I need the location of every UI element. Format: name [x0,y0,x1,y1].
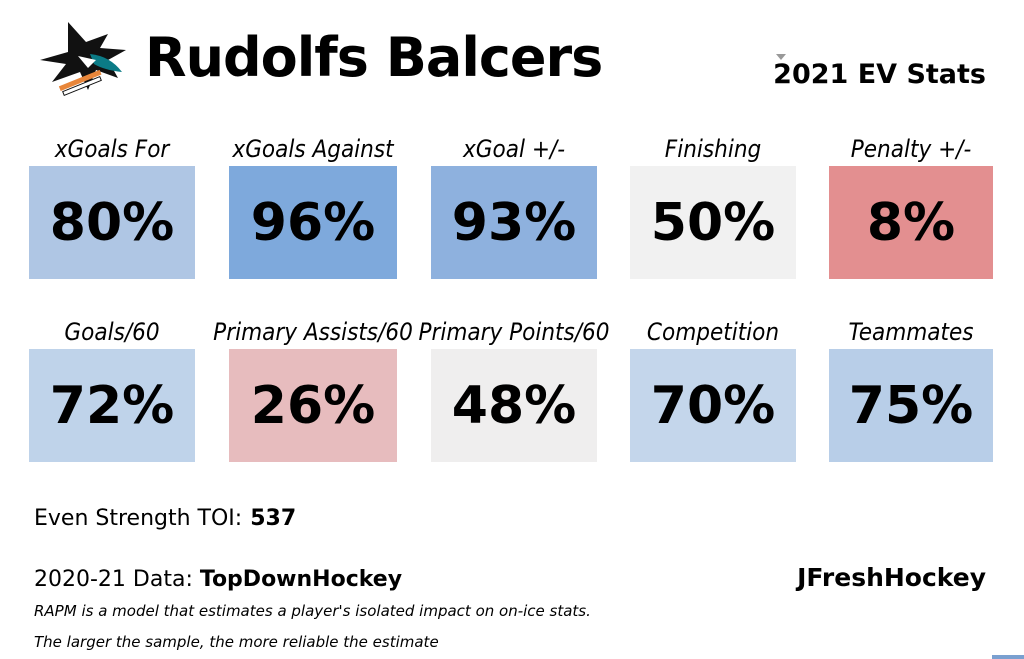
stat-tile: xGoals For 80% [12,132,212,279]
data-source: TopDownHockey [199,567,403,592]
stat-value: 96% [229,166,397,279]
toi-label: Even Strength TOI: [34,506,243,531]
sample-note: The larger the sample, the more reliable… [34,633,439,651]
toi-line: Even Strength TOI: 537 [34,506,296,531]
stat-label: Goals/60 [64,318,160,346]
stat-tile: Competition 70% [613,315,813,462]
stat-value: 93% [431,166,597,279]
dropdown-arrow-icon[interactable] [776,54,786,60]
data-source-line: 2020-21 Data: TopDownHockey [34,567,402,592]
stat-label: xGoal +/- [463,135,565,163]
stat-value: 72% [29,349,195,462]
stat-tile: Finishing 50% [613,132,813,279]
stat-tile: Teammates 75% [811,315,1011,462]
stat-value: 48% [431,349,597,462]
stat-label: Finishing [664,135,762,163]
stat-label: xGoals Against [232,135,394,163]
stat-tile: xGoals Against 96% [213,132,413,279]
stat-value: 80% [29,166,195,279]
stat-tile: Primary Points/60 48% [414,315,614,462]
stat-value: 50% [630,166,796,279]
stat-tile: xGoal +/- 93% [414,132,614,279]
stat-value: 70% [630,349,796,462]
stat-tile: Penalty +/- 8% [811,132,1011,279]
data-label: 2020-21 Data: [34,567,193,592]
player-name: Rudolfs Balcers [145,26,603,89]
stat-value: 75% [829,349,993,462]
stat-label: Competition [646,318,780,346]
sharks-logo [40,22,126,96]
stat-tile: Primary Assists/60 26% [213,315,413,462]
stat-label: xGoals For [54,135,170,163]
stat-label: Primary Points/60 [418,318,610,346]
stat-value: 26% [229,349,397,462]
stat-value: 8% [829,166,993,279]
corner-mark [992,655,1024,659]
toi-value: 537 [250,506,297,531]
stat-label: Penalty +/- [850,135,972,163]
stat-label: Teammates [848,318,974,346]
stat-label: Primary Assists/60 [213,318,413,346]
rapm-note: RAPM is a model that estimates a player'… [34,602,591,620]
season-title: 2021 EV Stats [773,59,986,90]
brand-credit: JFreshHockey [797,563,986,592]
stat-tile: Goals/60 72% [12,315,212,462]
